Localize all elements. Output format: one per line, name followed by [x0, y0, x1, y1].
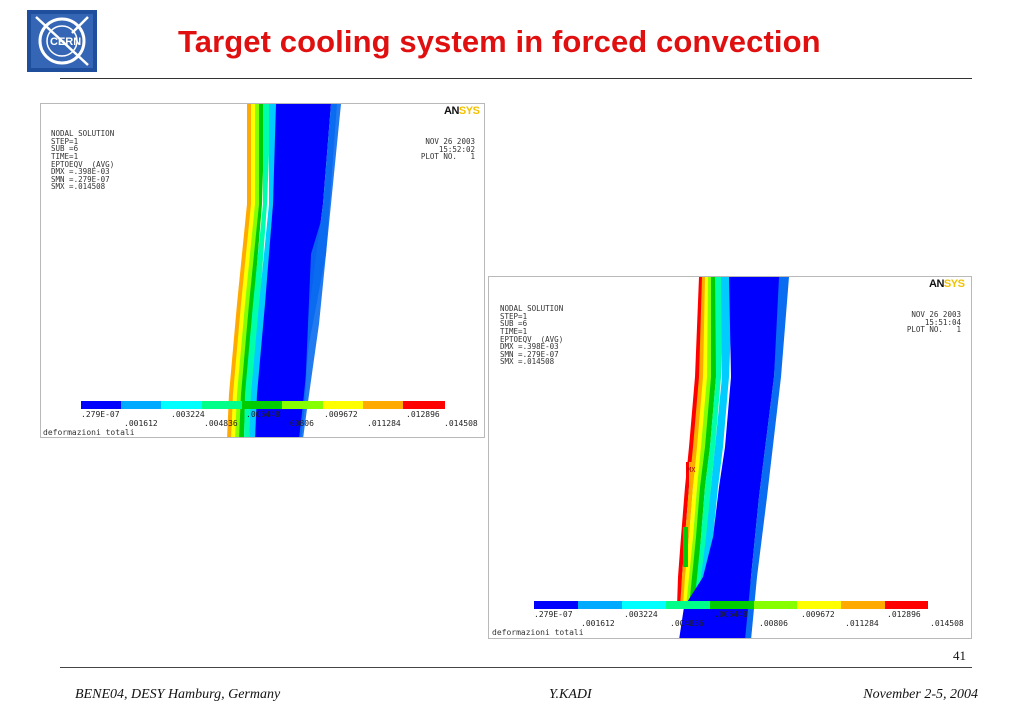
slide-title: Target cooling system in forced convecti… [178, 24, 821, 59]
ansys-brand: ANSYS [444, 105, 480, 117]
legend-tick: .00806 [285, 419, 314, 428]
legend-tick: .001612 [124, 419, 158, 428]
legend-tick: .001612 [581, 619, 615, 628]
legend-tick: .011284 [367, 419, 401, 428]
footer-author: Y.KADI [549, 687, 592, 702]
page-number: 41 [953, 648, 966, 663]
legend-tick: .003224 [624, 610, 658, 619]
ansys-plot-2: MX NODAL SOLUTION STEP=1 SUB =6 TIME=1 EPTOE… [488, 276, 972, 639]
title-divider [60, 78, 972, 79]
footer-event: BENE04, DESY Hamburg, Germany [75, 687, 281, 702]
legend-tick: .00806 [759, 619, 788, 628]
footer-divider [60, 667, 972, 668]
plot-1-caption: deformazioni totali [43, 428, 135, 437]
plot-2-stamp: NOV 26 2003 15:51:04 PLOT NO. 1 [906, 310, 961, 335]
legend-tick: .012896 [887, 610, 921, 619]
legend-tick: .279E-07 [534, 610, 573, 619]
footer-date: November 2-5, 2004 [863, 687, 978, 702]
logo-text: CERN [50, 36, 81, 48]
legend-tick: .009672 [801, 610, 835, 619]
plot-1-info: NODAL SOLUTION STEP=1 SUB =6 TIME=1 EPTOEQV … [51, 129, 115, 192]
legend-tick: .003224 [171, 410, 205, 419]
plot-1-contour [227, 104, 341, 437]
plot-1-stamp: NOV 26 2003 15:52:02 PLOT NO. 1 [420, 137, 475, 162]
legend-tick: .014508 [444, 419, 478, 428]
legend-tick: .004836 [670, 619, 704, 628]
legend-tick: .009672 [324, 410, 358, 419]
ansys-plot-1: NODAL SOLUTION STEP=1 SUB =6 TIME=1 EPTOEQV … [40, 103, 485, 438]
legend-tick: .004836 [204, 419, 238, 428]
legend-tick: .011284 [845, 619, 879, 628]
legend-tick: .279E-07 [81, 410, 120, 419]
legend-tick: .012896 [406, 410, 440, 419]
legend-tick: .014508 [930, 619, 964, 628]
plot-2-color-legend [534, 601, 928, 609]
legend-tick: .006448 [714, 610, 748, 619]
plot-2-caption: deformazioni totali [492, 628, 584, 637]
max-marker: MX [687, 466, 696, 474]
ansys-brand: ANSYS [929, 278, 965, 290]
plot-2-info: NODAL SOLUTION STEP=1 SUB =6 TIME=1 EPTOEQV … [500, 304, 564, 367]
plot-1-color-legend [81, 401, 445, 409]
plot-2-contour [677, 277, 789, 638]
legend-tick: .006448 [246, 410, 280, 419]
cern-logo: CERN [26, 9, 98, 73]
